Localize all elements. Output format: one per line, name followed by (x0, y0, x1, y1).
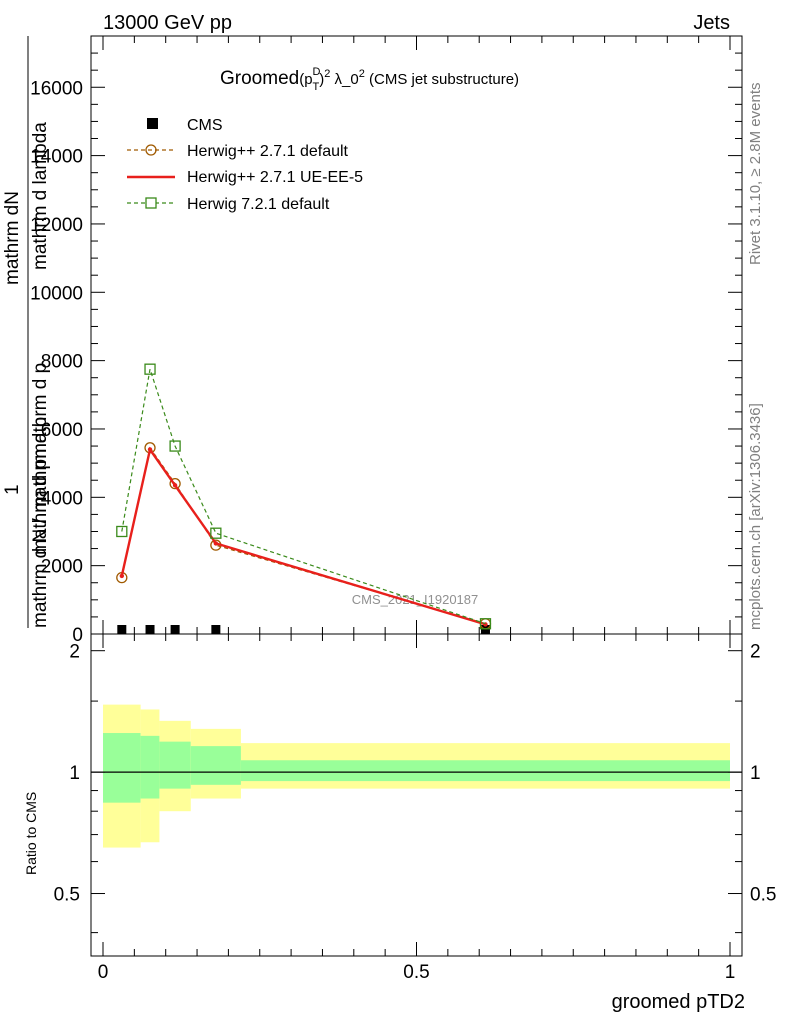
ytick-label: 14000 (30, 147, 83, 168)
legend: CMS Herwig++ 2.7.1 default Herwig++ 2.7.… (127, 117, 363, 213)
main-ticks (91, 35, 742, 635)
herwig7-point (169, 440, 181, 452)
mcplots-label: mcplots.cern.ch [arXiv:1306.3436] (747, 403, 764, 630)
ytick-label: 6000 (41, 420, 83, 441)
ylabel-one: 1 (2, 484, 23, 495)
title-suffix: λ_0 (330, 71, 358, 88)
ratio-ticks (91, 634, 742, 956)
ytick-label: 0 (72, 625, 83, 646)
ylabel-mid: mathrm d pmathrm d p (30, 363, 51, 555)
main-title: Groomed(pD T)2 λ_02 (CMS jet substructure… (220, 66, 519, 93)
ratio-ytick-label-right: 2 (750, 642, 761, 663)
herwig-ueee5-point (147, 447, 153, 452)
ytick-label: 12000 (30, 215, 83, 236)
ratio-ytick-label-left: 0.5 (54, 885, 80, 906)
title-formula: (p (299, 71, 312, 88)
ytick-label: 10000 (30, 283, 83, 304)
main-ytick-labels: 0 2000 4000 6000 8000 10000 12000 14000 16000 (30, 78, 83, 646)
cms-data-point (117, 625, 127, 634)
rivet-label: Rivet 3.1.10, ≥ 2.8M events (747, 83, 764, 266)
series-layer (116, 363, 492, 634)
title-prefix: Groomed (220, 68, 299, 89)
watermark: CMS_2021_I1920187 (352, 592, 479, 607)
ratio-band-stat (140, 735, 160, 799)
herwig7-point (144, 363, 156, 375)
herwig7-point (479, 618, 492, 630)
xlabel: groomed pTD2 (612, 991, 745, 1013)
herwig7-point (116, 525, 128, 538)
herwig-default-point (169, 477, 181, 490)
ratio-band-stat (240, 760, 730, 782)
ratio-ylabel: Ratio to CMS (23, 792, 39, 875)
herwig-ueee5-point (213, 541, 219, 546)
ratio-band-stat (103, 733, 141, 803)
legend-cms-marker (147, 118, 158, 129)
ytick-label: 8000 (41, 352, 83, 373)
title-exp2: 2 (359, 68, 365, 80)
legend-herwig-default-marker (145, 144, 157, 156)
legend-cms-label: CMS (187, 117, 223, 134)
legend-herwig7-label: Herwig 7.2.1 default (187, 196, 330, 213)
ylabel-bottom: mathrm d N / mathrm d p (30, 417, 51, 628)
ytick-label: 16000 (30, 78, 83, 99)
herwig7-point (210, 527, 222, 539)
ylabel-end: mathrm d lambda (30, 122, 51, 270)
herwig-ueee5-point (119, 573, 125, 579)
header-energy: 13000 GeV pp (103, 12, 232, 34)
title-tail: (CMS jet substructure) (365, 71, 519, 88)
ratio-panel: 0.5 0.5 1 1 2 2 0 0.5 1 Ratio to CMS groomed pTD… (23, 633, 777, 1013)
ratio-ytick-label-right: 0.5 (750, 885, 776, 906)
herwig-ueee5-point (172, 483, 178, 488)
ratio-ytick-label-left: 1 (69, 763, 80, 784)
ratio-band-stat (190, 746, 241, 785)
ratio-band-stat (159, 741, 191, 789)
title-exp: 2 (324, 68, 330, 80)
title-close: ) (319, 71, 324, 88)
legend-herwig-default-label: Herwig++ 2.7.1 default (187, 143, 349, 160)
legend-herwig7-marker (145, 197, 157, 209)
ratio-bands (103, 704, 730, 848)
ylabel-top: mathrm dN (2, 191, 23, 285)
cms-data-point (170, 625, 180, 634)
ratio-ytick-label-left: 2 (69, 642, 80, 663)
xtick-label: 0 (98, 962, 109, 983)
ratio-ytick-label-right: 1 (750, 763, 761, 784)
ytick-label: 4000 (41, 488, 83, 509)
main-ylabel: mathrm dN mathrm d lambda mathrm d pmath… (2, 36, 51, 628)
ytick-label: 2000 (41, 557, 83, 578)
cms-data-point (145, 625, 155, 634)
xtick-label: 1 (725, 962, 736, 983)
main-panel: 0 2000 4000 6000 8000 10000 12000 14000 16000 Gr… (2, 35, 743, 646)
cms-data-point (211, 625, 221, 634)
xtick-label: 0.5 (403, 962, 429, 983)
title-sup: D (313, 66, 321, 78)
header-jets: Jets (693, 12, 730, 34)
legend-herwig-ueee5-label: Herwig++ 2.7.1 UE-EE-5 (187, 169, 363, 186)
ratio-tick-labels: 0.5 0.5 1 1 2 2 0 0.5 1 (54, 642, 777, 983)
cms-data-point (480, 625, 490, 634)
series-line-3 (121, 369, 486, 625)
title-sub: T (313, 81, 320, 93)
